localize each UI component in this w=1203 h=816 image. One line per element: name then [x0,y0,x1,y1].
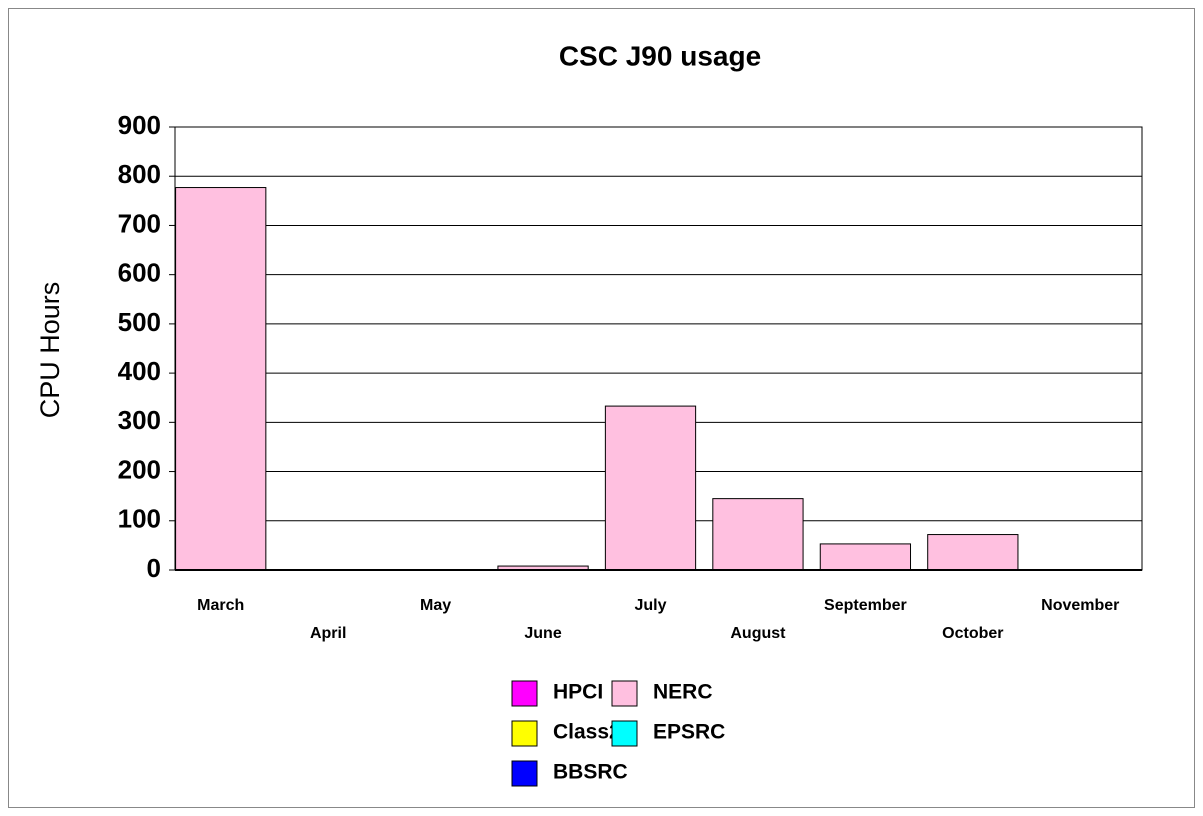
y-tick-label: 600 [118,258,161,288]
bar [175,187,267,571]
y-tick-label: 200 [118,454,161,484]
y-tick-label: 500 [118,307,161,337]
y-tick-label: 900 [118,110,161,140]
legend-label: NERC [653,681,713,704]
x-tick-label: March [197,597,244,614]
legend-swatch [511,720,538,747]
bar [712,498,804,571]
bar [604,405,697,571]
y-tick-label: 700 [118,208,161,238]
x-tick-label: April [310,625,346,642]
legend-label: BBSRC [553,761,628,784]
x-tick-label: July [634,597,666,614]
chart-title: CSC J90 usage [559,40,761,71]
x-tick-label: November [1041,597,1119,614]
y-tick-label: 400 [118,356,161,386]
y-tick-label: 300 [118,405,161,435]
x-tick-label: October [942,625,1003,642]
y-tick-label: 0 [147,553,161,583]
bar [819,543,912,571]
legend-swatch [511,680,538,707]
legend-label: HPCI [553,681,603,704]
legend-swatch [511,760,538,787]
legend-label: Class2 [553,721,621,744]
legend-label: EPSRC [653,721,725,744]
x-tick-label: June [524,625,561,642]
bar [927,534,1019,571]
y-axis-label: CPU Hours [35,282,65,419]
legend-swatch [611,680,638,707]
y-tick-label: 100 [118,504,161,534]
x-tick-label: May [420,597,451,614]
legend-swatch [611,720,638,747]
x-tick-label: September [824,597,907,614]
y-tick-label: 800 [118,159,161,189]
x-tick-label: August [730,625,786,642]
